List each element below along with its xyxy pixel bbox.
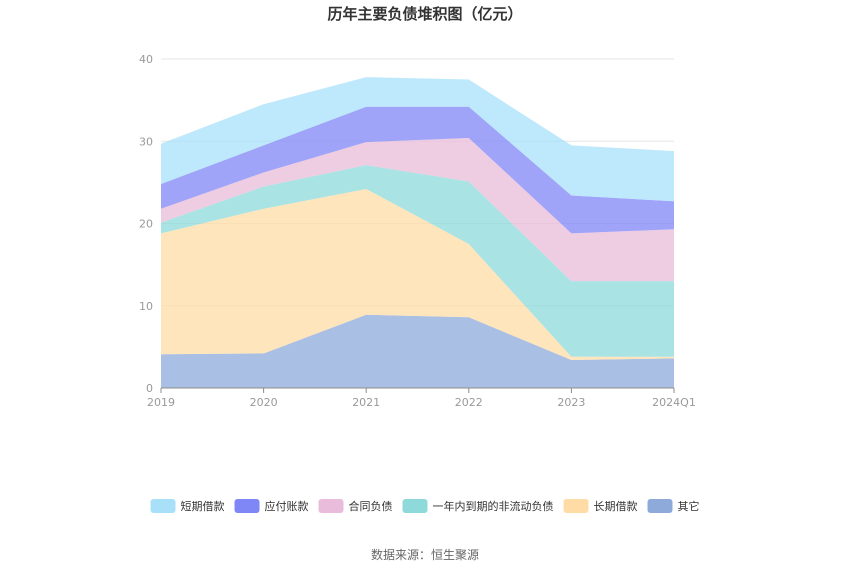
legend-item-3[interactable]: 一年内到期的非流动负债 — [402, 499, 554, 513]
legend-label: 长期借款 — [594, 499, 638, 513]
legend-item-1[interactable]: 应付账款 — [234, 499, 309, 513]
x-tick-label: 2022 — [455, 396, 483, 409]
legend-swatch — [318, 499, 344, 513]
legend-item-5[interactable]: 其它 — [647, 499, 700, 513]
legend-label: 短期借款 — [181, 499, 225, 513]
y-tick-label: 10 — [139, 300, 153, 313]
y-tick-label: 20 — [139, 218, 153, 231]
legend-swatch — [150, 499, 176, 513]
y-tick-label: 40 — [139, 53, 153, 66]
legend-swatch — [563, 499, 589, 513]
legend-item-4[interactable]: 长期借款 — [563, 499, 638, 513]
legend-item-0[interactable]: 短期借款 — [150, 499, 225, 513]
legend: 短期借款 应付账款 合同负债 一年内到期的非流动负债 长期借款 其它 — [150, 499, 700, 513]
area-series-3[interactable] — [161, 137, 674, 282]
area-series-0[interactable] — [161, 314, 674, 388]
axes: 0 10 20 30 40 2019 2020 2021 2022 2023 2024Q1 — [139, 53, 696, 409]
legend-item-2[interactable]: 合同负债 — [318, 499, 393, 513]
legend-label: 其它 — [678, 499, 700, 513]
legend-label: 合同负债 — [349, 499, 393, 513]
y-tick-label: 0 — [146, 382, 153, 395]
legend-label: 应付账款 — [265, 499, 309, 513]
y-tick-label: 30 — [139, 135, 153, 148]
legend-swatch — [402, 499, 428, 513]
area-series-2[interactable] — [161, 165, 674, 357]
area-series-4[interactable] — [161, 106, 674, 234]
chart-title: 历年主要负债堆积图（亿元） — [327, 5, 522, 23]
area-series-5[interactable] — [161, 77, 674, 202]
source-note: 数据来源：恒生聚源 — [371, 547, 479, 562]
x-tick-label: 2021 — [352, 396, 380, 409]
legend-label: 一年内到期的非流动负债 — [433, 499, 554, 513]
legend-swatch — [234, 499, 260, 513]
x-tick-label: 2024Q1 — [652, 396, 696, 409]
legend-swatch — [647, 499, 673, 513]
area-series — [161, 77, 674, 388]
x-tick-label: 2019 — [147, 396, 175, 409]
x-tick-label: 2020 — [250, 396, 278, 409]
area-series-1[interactable] — [161, 188, 674, 361]
x-tick-label: 2023 — [557, 396, 585, 409]
